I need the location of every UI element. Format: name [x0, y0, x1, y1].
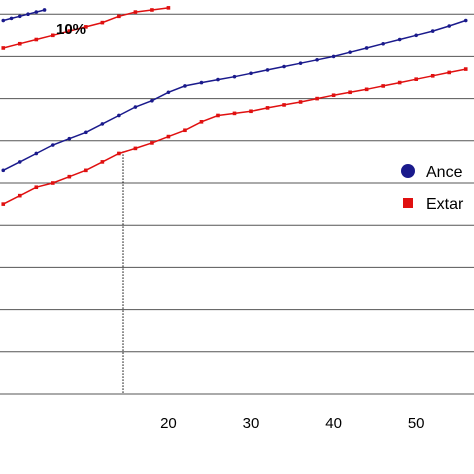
data-point — [84, 130, 88, 135]
data-point — [414, 77, 418, 81]
data-point — [17, 41, 22, 46]
data-point — [42, 8, 47, 12]
data-point — [447, 70, 452, 75]
data-point — [100, 122, 105, 126]
data-point — [265, 106, 270, 110]
data-point — [348, 90, 352, 95]
data-point — [364, 46, 369, 50]
gridlines — [0, 13, 474, 395]
legend: Ance Extar — [401, 164, 464, 213]
data-point — [150, 98, 154, 103]
data-point — [463, 67, 468, 71]
data-point — [150, 8, 154, 12]
data-point — [166, 6, 171, 10]
series-line — [2, 68, 466, 205]
series-line — [3, 9, 45, 22]
data-point — [232, 111, 237, 116]
data-point — [117, 113, 121, 118]
data-point — [348, 50, 352, 54]
data-point — [232, 74, 237, 79]
series-0 — [1, 8, 47, 23]
data-point — [34, 185, 39, 190]
data-point — [331, 93, 336, 98]
series-1 — [1, 6, 171, 50]
series-line — [2, 19, 466, 171]
data-point — [265, 68, 270, 72]
data-point — [364, 87, 369, 92]
data-point — [1, 46, 6, 50]
data-point — [166, 90, 171, 95]
data-point — [199, 80, 204, 85]
data-point — [183, 128, 187, 133]
data-point — [315, 96, 319, 101]
data-point — [67, 29, 72, 33]
data-point — [447, 24, 452, 28]
data-point — [84, 25, 88, 29]
data-point — [9, 16, 14, 21]
series-group — [1, 6, 468, 206]
data-point — [133, 146, 138, 151]
data-point — [249, 109, 253, 114]
data-point — [133, 10, 138, 14]
data-point — [1, 18, 6, 23]
x-tick-label: 20 — [160, 415, 177, 432]
data-point — [34, 37, 39, 42]
data-point — [315, 57, 319, 62]
data-point — [199, 120, 204, 124]
data-point — [331, 54, 336, 59]
data-point — [17, 14, 22, 19]
legend-label: Ance — [426, 164, 463, 181]
data-point — [397, 37, 402, 42]
data-point — [51, 181, 55, 185]
x-tick-label: 40 — [325, 415, 342, 432]
data-point — [216, 77, 220, 82]
data-point — [298, 61, 303, 65]
annotation-label: 10% — [56, 21, 86, 38]
data-point — [414, 33, 418, 38]
data-point — [34, 151, 39, 156]
data-point — [430, 74, 435, 78]
data-point — [117, 151, 121, 156]
data-point — [100, 160, 105, 164]
x-tick-label: 50 — [408, 415, 425, 432]
data-point — [100, 20, 105, 25]
data-point — [430, 29, 435, 33]
series-3 — [1, 67, 468, 206]
data-point — [1, 168, 6, 173]
data-point — [51, 143, 55, 147]
series-2 — [1, 18, 468, 173]
data-point — [150, 141, 154, 145]
data-point — [17, 193, 22, 198]
data-point — [249, 71, 253, 76]
data-point — [84, 168, 88, 173]
legend-marker — [401, 164, 415, 178]
data-point — [216, 113, 220, 118]
data-point — [282, 64, 286, 69]
data-point — [26, 12, 30, 16]
data-point — [34, 10, 39, 14]
data-point — [67, 136, 72, 141]
data-point — [17, 160, 22, 164]
data-point — [117, 14, 121, 19]
legend-marker — [403, 198, 413, 208]
data-point — [463, 18, 468, 23]
data-point — [183, 84, 187, 88]
data-point — [166, 134, 171, 139]
data-point — [67, 174, 72, 179]
data-point — [381, 41, 385, 46]
data-point — [1, 202, 6, 206]
x-tick-labels: 20 30 40 50 — [160, 415, 424, 432]
data-point — [298, 100, 303, 104]
data-point — [51, 33, 55, 38]
x-tick-label: 30 — [243, 415, 260, 432]
data-point — [397, 80, 402, 85]
data-point — [282, 103, 286, 107]
data-point — [381, 84, 385, 88]
legend-label: Extar — [426, 196, 464, 213]
data-point — [133, 105, 138, 109]
